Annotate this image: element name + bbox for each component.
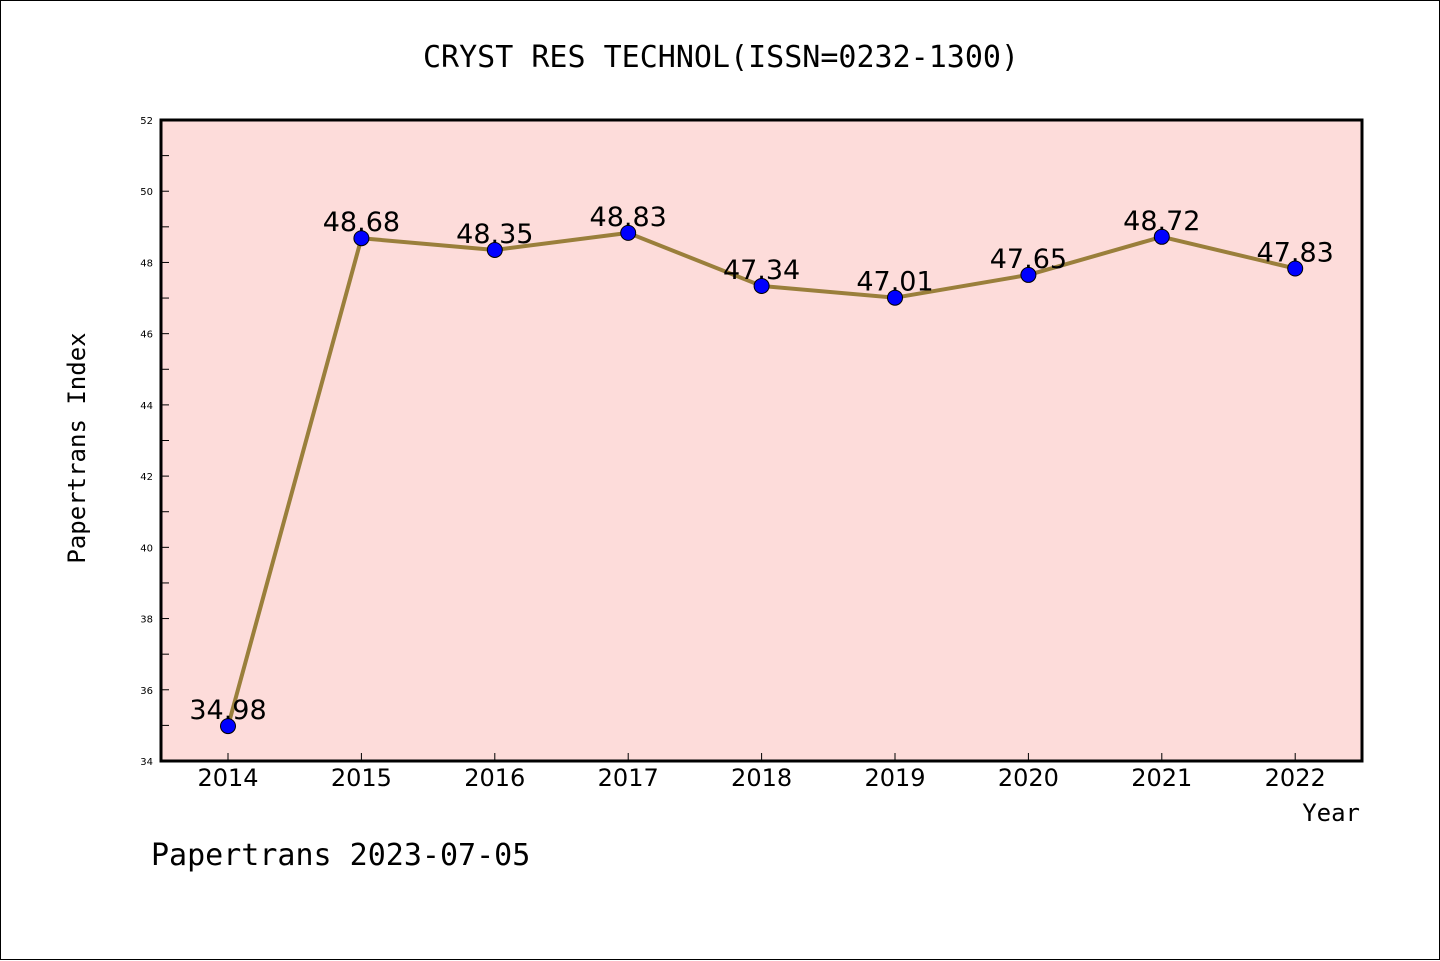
data-label: 48.35: [456, 219, 533, 250]
data-label: 47.01: [856, 267, 933, 298]
chart-title: CRYST RES TECHNOL(ISSN=0232-1300): [423, 40, 1019, 75]
data-point: [1020, 266, 1037, 283]
y-axis-label: Papertrans Index: [63, 332, 91, 563]
y-tick-label: 42: [140, 472, 153, 483]
x-tick-label: 2016: [464, 764, 525, 792]
data-point: [486, 241, 503, 258]
data-label: 48.72: [1123, 206, 1200, 237]
y-tick-label: 46: [140, 330, 153, 341]
y-tick-label: 38: [140, 615, 153, 626]
data-point: [1287, 260, 1304, 277]
x-tick-label: 2019: [864, 764, 925, 792]
y-tick-label: 34: [140, 757, 153, 768]
data-point: [1153, 228, 1170, 245]
data-label: 48.68: [323, 207, 400, 238]
y-tick-label: 48: [140, 258, 153, 269]
data-label: 47.83: [1257, 237, 1334, 268]
data-label: 34.98: [189, 695, 266, 726]
y-tick-label: 50: [140, 187, 153, 198]
x-tick-label: 2018: [731, 764, 792, 792]
x-tick-label: 2022: [1265, 764, 1326, 792]
x-tick-label: 2014: [197, 764, 258, 792]
y-tick-label: 36: [140, 686, 153, 697]
y-tick-label: 40: [140, 543, 153, 554]
series: 34.98 48.68 48.35 48.83 47.34 47.01 47.65 48.72…: [189, 202, 1334, 735]
footer-text: Papertrans 2023-07-05: [151, 838, 530, 873]
data-label: 47.34: [723, 255, 800, 286]
x-tick-label: 2015: [331, 764, 392, 792]
x-tick-label: 2020: [998, 764, 1059, 792]
x-axis-label: Year: [1302, 799, 1360, 827]
data-point: [353, 230, 370, 247]
y-tick-label: 52: [140, 116, 153, 127]
x-axis: 2014 2015 2016 2017 2018 2019 2020 2021 2022: [197, 753, 1326, 792]
plot-area: [159, 118, 1364, 763]
data-label: 48.83: [590, 202, 667, 233]
data-point: [753, 277, 770, 294]
y-axis: 34 36 38 40 42 44 46 48 50 52: [140, 116, 169, 768]
x-tick-label: 2017: [598, 764, 659, 792]
x-tick-label: 2021: [1131, 764, 1192, 792]
data-point: [220, 718, 236, 735]
data-label: 47.65: [990, 244, 1067, 275]
y-tick-label: 44: [140, 401, 153, 412]
data-point: [887, 289, 903, 306]
data-point: [620, 224, 637, 241]
